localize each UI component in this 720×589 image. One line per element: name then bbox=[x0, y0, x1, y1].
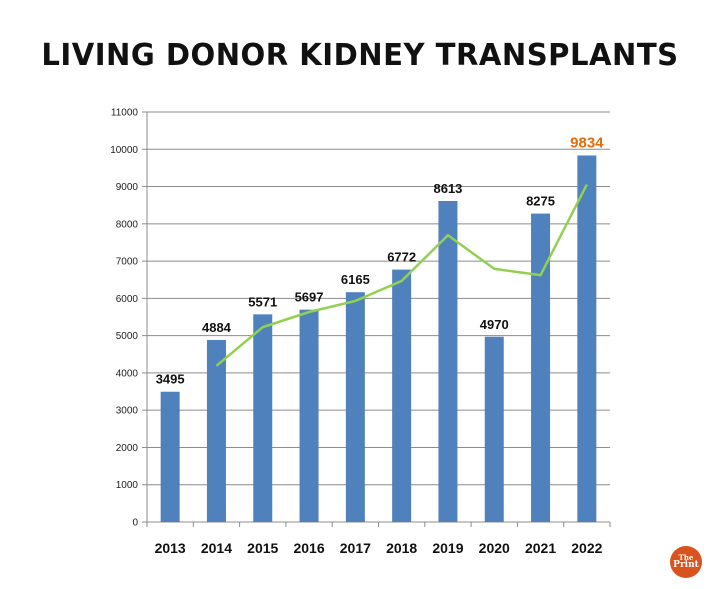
x-tick-label: 2017 bbox=[340, 540, 371, 556]
bar bbox=[392, 269, 412, 522]
data-label: 3495 bbox=[156, 372, 185, 387]
y-tick-label: 1000 bbox=[116, 480, 139, 491]
x-tick-label: 2014 bbox=[201, 540, 232, 556]
bar bbox=[484, 336, 504, 522]
y-tick-label: 8000 bbox=[116, 219, 139, 230]
y-tick-label: 3000 bbox=[116, 406, 139, 417]
x-tick-label: 2019 bbox=[432, 540, 463, 556]
y-tick-label: 2000 bbox=[116, 443, 139, 454]
data-label: 5697 bbox=[295, 290, 324, 305]
x-tick-label: 2022 bbox=[571, 540, 602, 556]
bar bbox=[438, 200, 458, 522]
logo-line2: Print bbox=[673, 560, 699, 570]
x-tick-label: 2015 bbox=[247, 540, 278, 556]
x-tick-label: 2018 bbox=[386, 540, 417, 556]
bar bbox=[253, 314, 273, 522]
x-tick-label: 2013 bbox=[155, 540, 186, 556]
y-tick-label: 6000 bbox=[116, 294, 139, 305]
x-tick-label: 2021 bbox=[525, 540, 556, 556]
bar bbox=[299, 309, 319, 522]
y-tick-label: 9000 bbox=[116, 182, 139, 193]
logo-line1: The bbox=[678, 553, 694, 562]
data-label: 6772 bbox=[387, 250, 416, 265]
y-tick-label: 0 bbox=[132, 518, 138, 529]
bar bbox=[345, 292, 365, 522]
y-tick-label: 4000 bbox=[116, 368, 139, 379]
bar bbox=[160, 391, 180, 522]
y-tick-label: 5000 bbox=[116, 331, 139, 342]
bar bbox=[577, 155, 597, 522]
data-label: 8613 bbox=[433, 181, 462, 196]
bar bbox=[531, 213, 551, 522]
bar bbox=[206, 339, 226, 522]
y-tick-label: 10000 bbox=[110, 145, 138, 156]
data-label: 6165 bbox=[341, 272, 370, 287]
data-label: 4970 bbox=[480, 317, 509, 332]
x-tick-label: 2016 bbox=[293, 540, 324, 556]
theprint-logo: The Print bbox=[670, 546, 702, 578]
trend-line bbox=[215, 183, 588, 367]
data-label: 4884 bbox=[202, 320, 232, 335]
y-tick-label: 7000 bbox=[116, 257, 139, 268]
data-label: 9834 bbox=[570, 134, 604, 151]
x-tick-label: 2020 bbox=[479, 540, 510, 556]
data-label: 8275 bbox=[526, 194, 555, 209]
chart-title: LIVING DONOR KIDNEY TRANSPLANTS bbox=[41, 38, 679, 73]
y-tick-label: 11000 bbox=[111, 108, 139, 119]
data-label: 5571 bbox=[248, 294, 277, 309]
